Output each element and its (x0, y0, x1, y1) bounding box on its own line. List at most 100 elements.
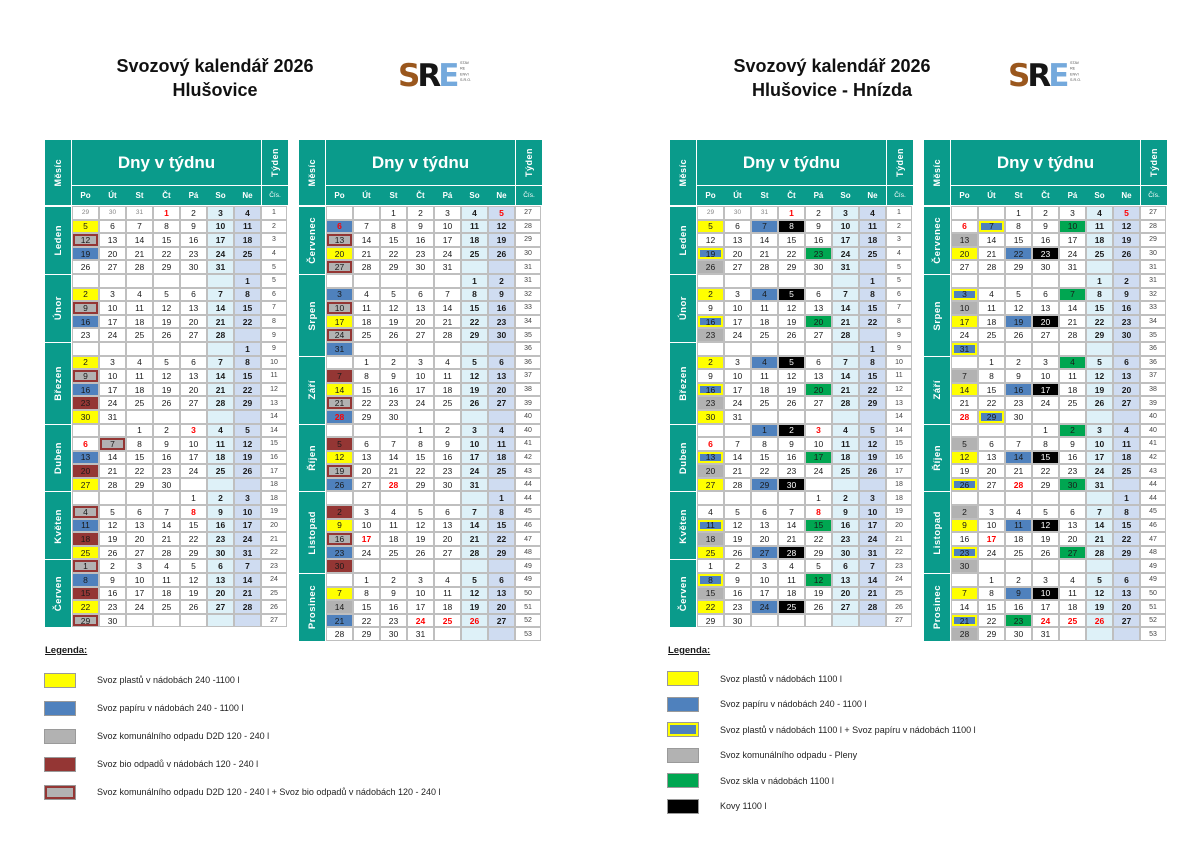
day-cell: 18 (859, 233, 886, 247)
week-number: 12 (261, 382, 287, 397)
day-cell: 3 (724, 355, 751, 370)
day-cell: 1 (353, 355, 380, 370)
day-cell: 12 (180, 573, 207, 587)
day-cell: 23 (724, 600, 751, 614)
day-cell: 26 (724, 545, 751, 560)
day-cell: 29 (697, 206, 724, 220)
day-cell (488, 477, 515, 492)
day-cell: 30 (778, 477, 805, 492)
day-cell (978, 341, 1005, 356)
day-cell: 15 (859, 369, 886, 383)
day-cell: 29 (126, 477, 153, 492)
mesic-header-label: Měsíc (670, 140, 696, 205)
day-cell: 5 (234, 423, 261, 438)
day-cell: 9 (407, 219, 434, 234)
day-cell: 3 (234, 491, 261, 506)
legend-swatch (44, 672, 76, 688)
day-cell (153, 491, 180, 506)
day-cell: 14 (326, 600, 353, 614)
day-cell: 20 (72, 464, 99, 478)
day-cell (153, 341, 180, 356)
day-cell: 29 (1032, 477, 1059, 492)
day-cell (72, 423, 99, 438)
day-cell: 16 (72, 382, 99, 397)
day-cell: 20 (697, 464, 724, 478)
day-cell: 1 (153, 206, 180, 220)
day-cell: 6 (805, 355, 832, 370)
day-name-row: Po Út St Čt Pá So Ne (326, 186, 515, 205)
month-block: Červenec 1 2 3 4 5 27 6 7 8 9 10 11 12 28 13 14 15 16 17 18 1… (924, 206, 1167, 274)
week-number: 28 (1140, 219, 1166, 234)
day-cell: 22 (407, 464, 434, 478)
day-cell: 28 (380, 477, 407, 492)
week-number: 24 (261, 573, 287, 587)
day-cell: 4 (434, 355, 461, 370)
day-cell: 23 (380, 396, 407, 410)
logo-small-line: S.R.O. (460, 78, 472, 83)
day-cell: 31 (407, 627, 434, 641)
day-cell (1086, 341, 1113, 356)
day-cell: 7 (1059, 287, 1086, 302)
week-number: 11 (886, 369, 912, 383)
tyden-header-label: Týden (887, 140, 913, 185)
grid-header: Měsíc Dny v týdnu Týden Po Út St Čt Pá So Ne Čís. (924, 140, 1167, 205)
day-cell: 5 (697, 219, 724, 234)
day-cell: 24 (1086, 464, 1113, 478)
week-number: 12 (886, 382, 912, 397)
day-name: Ne (1121, 191, 1132, 200)
day-cell: 26 (1032, 545, 1059, 560)
day-cell: 28 (153, 545, 180, 560)
day-cell (859, 328, 886, 342)
day-cell: 13 (951, 233, 978, 247)
month-label: Únor (45, 273, 72, 342)
day-name: Po (705, 191, 716, 200)
calendar-grids: Měsíc Dny v týdnu Týden Po Út St Čt Pá So Ne Čís. L… (670, 140, 1167, 641)
day-cell: 7 (461, 505, 488, 519)
day-cell: 25 (1005, 545, 1032, 560)
day-cell (488, 260, 515, 274)
day-cell: 20 (1059, 532, 1086, 546)
day-cell (180, 341, 207, 356)
day-cell: 4 (1086, 206, 1113, 220)
month-block: Březen 1 9 2 3 4 5 6 7 8 10 9 10 11 12 13 14 15 11 16 17 18 19… (45, 341, 288, 424)
calendar-grids: Měsíc Dny v týdnu Týden Po Út St Čt Pá So Ne Čís. L… (45, 140, 542, 641)
day-name: So (840, 191, 851, 200)
day-cell: 16 (1005, 382, 1032, 397)
day-cell: 20 (180, 314, 207, 329)
day-cell: 8 (488, 505, 515, 519)
day-cell: 6 (180, 287, 207, 302)
week-number: 13 (886, 396, 912, 410)
day-cell: 12 (326, 450, 353, 465)
day-cell: 17 (126, 586, 153, 601)
day-cell: 27 (751, 545, 778, 560)
day-cell: 22 (751, 464, 778, 478)
day-cell (697, 423, 724, 438)
day-cell: 31 (326, 341, 353, 356)
day-cell: 30 (207, 545, 234, 560)
day-cell: 19 (234, 450, 261, 465)
day-cell (180, 273, 207, 288)
day-cell: 29 (1086, 328, 1113, 342)
day-cell: 17 (978, 532, 1005, 546)
day-cell: 20 (1113, 600, 1140, 614)
day-cell: 3 (461, 423, 488, 438)
day-cell: 16 (724, 586, 751, 601)
day-cell: 26 (153, 328, 180, 342)
day-cell: 17 (1059, 233, 1086, 247)
day-cell (180, 613, 207, 628)
day-cell: 23 (153, 464, 180, 478)
day-cell (207, 477, 234, 492)
day-cell (751, 341, 778, 356)
day-cell: 6 (1032, 287, 1059, 302)
day-cell (978, 423, 1005, 438)
day-cell: 24 (353, 545, 380, 560)
day-cell: 6 (434, 505, 461, 519)
day-cell: 10 (832, 219, 859, 234)
day-cell: 27 (326, 260, 353, 274)
day-name: Út (108, 191, 117, 200)
day-cell: 21 (951, 396, 978, 410)
month-block: Listopad 1 44 2 3 4 5 6 7 8 45 9 10 11 12 13 14 15 46 16 17 1… (924, 491, 1167, 574)
day-cell (805, 477, 832, 492)
day-name: Čt (162, 191, 171, 200)
month-block: Květen 1 2 3 18 4 5 6 7 8 9 10 19 11 12 13 14 15 16 17 20 18 1… (45, 491, 288, 560)
